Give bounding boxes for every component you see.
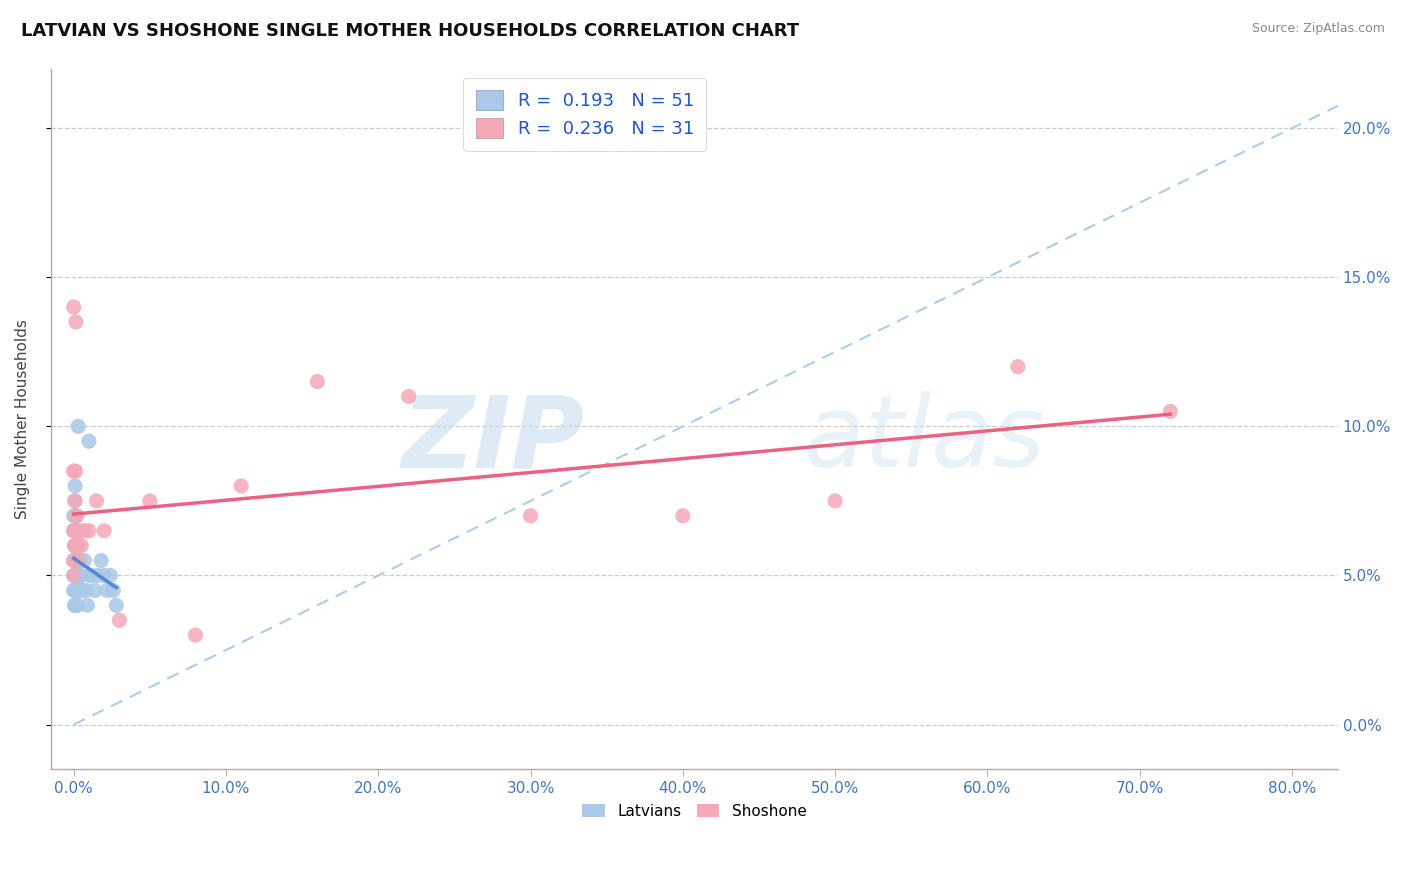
Point <box>65 553 87 567</box>
Point <box>65 568 87 582</box>
Point <box>63 494 86 508</box>
Point <box>307 375 329 389</box>
Point <box>63 524 86 538</box>
Y-axis label: Single Mother Households: Single Mother Households <box>15 319 30 519</box>
Point <box>63 539 86 553</box>
Text: LATVIAN VS SHOSHONE SINGLE MOTHER HOUSEHOLDS CORRELATION CHART: LATVIAN VS SHOSHONE SINGLE MOTHER HOUSEH… <box>21 22 799 40</box>
Point <box>63 479 86 493</box>
Point <box>824 494 846 508</box>
Point <box>86 494 108 508</box>
Point <box>67 419 90 434</box>
Point <box>90 553 112 567</box>
Point <box>66 539 89 553</box>
Point <box>63 599 86 613</box>
Point <box>63 494 86 508</box>
Point <box>65 315 87 329</box>
Point <box>63 568 86 582</box>
Point <box>63 539 86 553</box>
Point <box>184 628 207 642</box>
Point <box>103 583 125 598</box>
Point <box>93 568 115 582</box>
Point <box>66 553 89 567</box>
Point <box>66 508 89 523</box>
Point <box>73 524 96 538</box>
Point <box>76 599 98 613</box>
Point <box>66 539 89 553</box>
Point <box>98 568 121 582</box>
Point <box>139 494 162 508</box>
Point <box>65 583 87 598</box>
Point <box>62 568 84 582</box>
Point <box>69 583 91 598</box>
Point <box>67 568 90 582</box>
Point <box>62 524 84 538</box>
Point <box>63 553 86 567</box>
Point <box>62 524 84 538</box>
Point <box>63 539 86 553</box>
Point <box>108 613 131 627</box>
Text: Source: ZipAtlas.com: Source: ZipAtlas.com <box>1251 22 1385 36</box>
Point <box>65 524 87 538</box>
Point <box>69 553 91 567</box>
Point <box>65 464 87 478</box>
Point <box>77 434 100 449</box>
Point <box>62 508 84 523</box>
Point <box>62 583 84 598</box>
Point <box>96 583 118 598</box>
Point <box>80 568 103 582</box>
Point <box>62 300 84 314</box>
Point <box>65 583 87 598</box>
Point <box>65 599 87 613</box>
Point <box>62 568 84 582</box>
Point <box>75 583 97 598</box>
Point <box>63 568 86 582</box>
Point <box>62 553 84 567</box>
Point <box>77 524 100 538</box>
Point <box>672 508 695 523</box>
Point <box>63 539 86 553</box>
Point <box>63 553 86 567</box>
Point <box>105 599 128 613</box>
Point <box>62 553 84 567</box>
Point <box>72 583 94 598</box>
Point <box>70 539 93 553</box>
Point <box>63 583 86 598</box>
Point <box>66 599 89 613</box>
Point <box>87 568 110 582</box>
Point <box>93 524 115 538</box>
Point <box>1159 404 1181 418</box>
Point <box>519 508 541 523</box>
Point <box>231 479 253 493</box>
Point <box>84 583 107 598</box>
Point <box>65 568 87 582</box>
Point <box>69 524 91 538</box>
Text: atlas: atlas <box>804 392 1045 489</box>
Point <box>398 390 420 404</box>
Point <box>70 568 93 582</box>
Point <box>65 539 87 553</box>
Point <box>65 524 87 538</box>
Legend: Latvians, Shoshone: Latvians, Shoshone <box>576 797 813 825</box>
Point <box>67 553 90 567</box>
Point <box>73 553 96 567</box>
Point <box>63 599 86 613</box>
Point <box>1007 359 1029 374</box>
Point <box>65 508 87 523</box>
Point <box>63 583 86 598</box>
Text: ZIP: ZIP <box>402 392 585 489</box>
Point <box>62 464 84 478</box>
Point <box>66 583 89 598</box>
Point <box>79 568 101 582</box>
